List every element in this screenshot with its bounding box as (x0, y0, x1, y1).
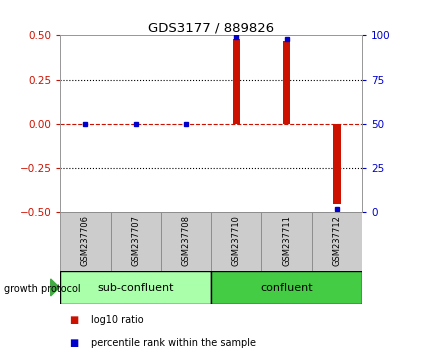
Text: growth protocol: growth protocol (4, 284, 81, 293)
Bar (261, 212, 311, 271)
Text: GSM237706: GSM237706 (81, 215, 90, 266)
Bar (311, 212, 361, 271)
Bar (211, 212, 261, 271)
Text: GSM237712: GSM237712 (332, 215, 341, 266)
Text: log10 ratio: log10 ratio (90, 315, 143, 325)
Text: percentile rank within the sample: percentile rank within the sample (90, 338, 255, 348)
Bar (160, 212, 211, 271)
Bar (282, 41, 290, 124)
Title: GDS3177 / 889826: GDS3177 / 889826 (148, 21, 273, 34)
Polygon shape (51, 279, 59, 296)
Bar (60, 271, 211, 304)
Bar (60, 212, 111, 271)
Text: GSM237711: GSM237711 (282, 215, 290, 266)
Text: GSM237707: GSM237707 (131, 215, 140, 266)
Text: ■: ■ (69, 338, 78, 348)
Bar (232, 39, 240, 124)
Text: ■: ■ (69, 315, 78, 325)
Text: GSM237708: GSM237708 (181, 215, 190, 266)
Bar (111, 212, 160, 271)
Text: GSM237710: GSM237710 (231, 215, 240, 266)
Bar (211, 271, 361, 304)
Text: confluent: confluent (260, 282, 312, 293)
Text: sub-confluent: sub-confluent (97, 282, 174, 293)
Bar (332, 124, 340, 204)
